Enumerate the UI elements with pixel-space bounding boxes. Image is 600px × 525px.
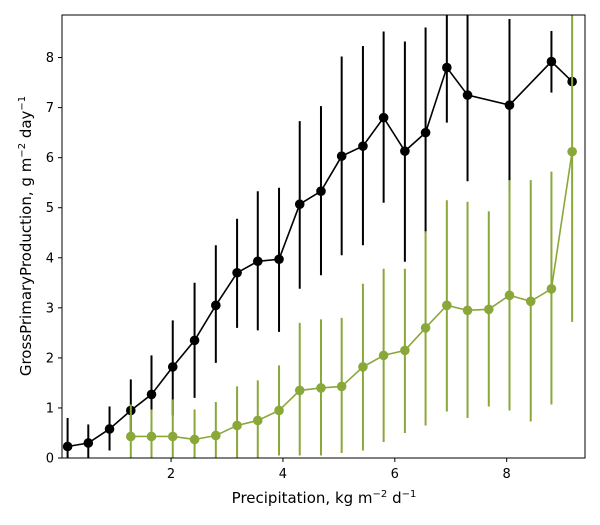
series-2-point — [420, 323, 431, 333]
series-1-point — [442, 62, 452, 73]
y-axis-label: GrossPrimaryProduction, g m−2 day−1 — [17, 96, 35, 376]
series-1-point — [62, 441, 73, 452]
series-1-point — [274, 254, 284, 265]
series-1-point — [420, 127, 431, 138]
series-2-line — [130, 151, 573, 441]
series-1-point — [104, 424, 115, 434]
plot-frame — [61, 14, 586, 459]
series-2-point — [211, 430, 221, 441]
series-1-point — [336, 151, 347, 161]
series-2-point — [378, 350, 389, 361]
series-2-point — [442, 300, 452, 311]
series-1-point — [546, 56, 557, 67]
series-2-point — [126, 431, 136, 442]
series-2-point — [567, 146, 577, 157]
series-2-point — [400, 345, 410, 356]
series-2-point — [504, 290, 515, 301]
series-2-point — [167, 431, 178, 442]
series-1-point — [504, 100, 515, 110]
series-2-point — [316, 383, 326, 393]
series-2-point — [525, 296, 536, 307]
series-1-point — [83, 438, 94, 448]
y-tick-label: 1 — [46, 401, 54, 416]
y-tick-label: 0 — [46, 452, 54, 467]
series-2-point — [546, 284, 557, 294]
y-tick-label: 6 — [46, 151, 54, 166]
series-1-point — [316, 186, 326, 196]
series-1-point — [400, 146, 410, 156]
series-2-point — [189, 434, 200, 445]
series-1-point — [294, 199, 305, 210]
series-1-point — [378, 112, 389, 123]
x-tick-label: 6 — [391, 467, 399, 482]
series-1-point — [167, 362, 178, 372]
series-2-point — [274, 405, 284, 416]
series-2-point — [252, 415, 263, 426]
series-2-point — [462, 305, 473, 316]
x-tick-label: 8 — [503, 467, 511, 482]
series-1-point — [189, 335, 200, 346]
series-1-point — [146, 389, 157, 400]
x-axis-label: Precipitation, kg m−2 d−1 — [232, 489, 417, 507]
plot-layer — [62, 15, 577, 458]
series-2-point — [336, 381, 347, 392]
plot-area — [62, 15, 577, 458]
y-tick-label: 8 — [46, 51, 54, 66]
y-tick-label: 4 — [46, 251, 54, 266]
series-2-point — [294, 385, 305, 396]
y-tick-label: 7 — [46, 101, 54, 116]
y-tick-label: 5 — [46, 201, 54, 216]
series-1-point — [232, 267, 242, 278]
x-tick-label: 4 — [279, 467, 287, 482]
series-2-point — [358, 362, 368, 372]
series-2-point — [146, 431, 157, 442]
series-1-point — [358, 141, 368, 151]
x-tick-label: 2 — [167, 467, 175, 482]
axes-layer: 2 4 6 8 0 1 2 3 4 5 6 7 8 — [46, 14, 586, 482]
series-1-point — [211, 300, 221, 311]
series-1-point — [252, 256, 263, 267]
series-2-point — [483, 304, 494, 315]
y-tick-label: 2 — [46, 351, 54, 366]
y-tick-label: 3 — [46, 301, 54, 316]
series-2-point — [232, 420, 242, 431]
series-1-point — [462, 90, 473, 100]
